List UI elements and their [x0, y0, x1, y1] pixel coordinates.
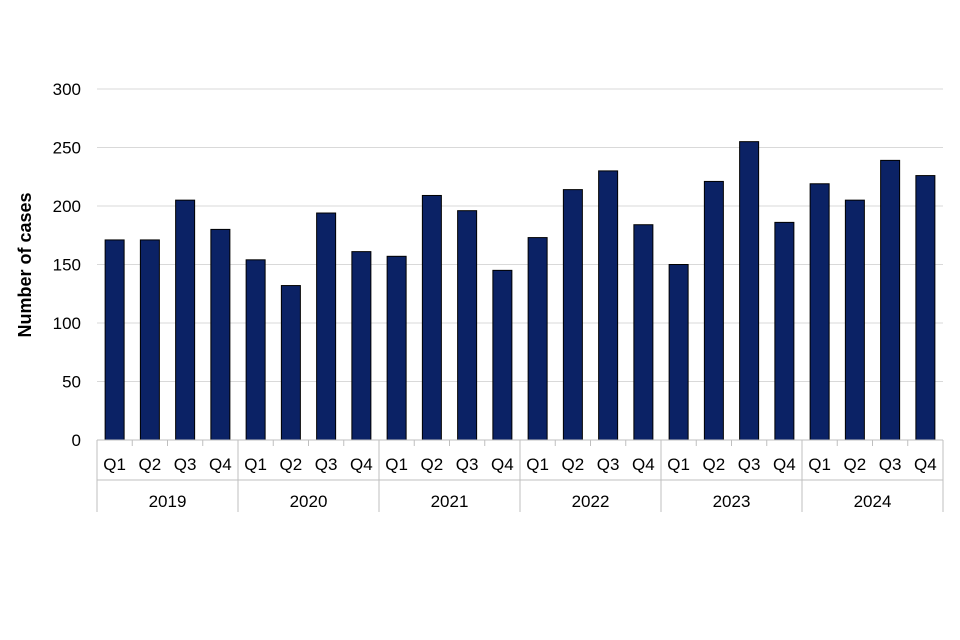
bar-2022-Q2	[562, 189, 583, 441]
axes	[96, 439, 944, 512]
bar-2022-Q3	[598, 170, 619, 441]
bar-2020-Q1	[245, 259, 266, 441]
bar-2020-Q4	[351, 251, 372, 441]
x-tick-label-quarter: Q3	[456, 455, 479, 474]
x-tick-label-quarter: Q1	[385, 455, 408, 474]
x-tick-label-quarter: Q3	[174, 455, 197, 474]
bars	[104, 141, 936, 441]
x-tick-label-quarter: Q1	[808, 455, 831, 474]
bar-2023-Q4	[774, 221, 795, 441]
x-tick-label-quarter: Q3	[738, 455, 761, 474]
x-tick-label-year: 2022	[572, 492, 610, 511]
x-category-labels: Q1 Q2 Q3 Q4 Q1 Q2 Q3 Q4 Q1 Q2 Q3 Q4 Q1 Q2 Q3 Q4 Q1 Q2 Q3 Q4…	[103, 455, 936, 511]
bar-2024-Q1	[809, 183, 830, 441]
bar-2023-Q2	[703, 180, 724, 441]
y-tick-label: 250	[53, 139, 81, 158]
y-tick-label: 0	[72, 431, 81, 450]
x-tick-label-quarter: Q4	[350, 455, 373, 474]
x-tick-label-quarter: Q4	[209, 455, 232, 474]
y-tick-label: 100	[53, 314, 81, 333]
bar-2023-Q3	[739, 141, 760, 441]
x-tick-label-quarter: Q1	[244, 455, 267, 474]
x-tick-label-quarter: Q2	[703, 455, 726, 474]
x-tick-label-year: 2020	[290, 492, 328, 511]
y-tick-label: 300	[53, 80, 81, 99]
bar-2024-Q4	[915, 175, 936, 441]
x-tick-label-quarter: Q1	[667, 455, 690, 474]
bar-2019-Q4	[210, 228, 231, 441]
bar-2021-Q1	[386, 255, 407, 441]
x-tick-label-quarter: Q1	[103, 455, 126, 474]
y-axis-title: Number of cases	[15, 192, 35, 337]
bar-2019-Q2	[139, 239, 160, 441]
y-tick-label: 150	[53, 256, 81, 275]
y-tick-labels: 0 50 100 150 200 250 300	[53, 80, 81, 450]
bar-2022-Q4	[633, 224, 654, 441]
x-tick-label-quarter: Q4	[914, 455, 937, 474]
x-tick-label-quarter: Q3	[315, 455, 338, 474]
bar-2022-Q1	[527, 237, 548, 441]
bar-2024-Q3	[880, 159, 901, 441]
x-tick-label-quarter: Q2	[139, 455, 162, 474]
x-tick-label-year: 2019	[149, 492, 187, 511]
bar-2020-Q2	[280, 285, 301, 441]
x-tick-label-quarter: Q4	[491, 455, 514, 474]
y-tick-label: 50	[62, 373, 81, 392]
x-tick-label-quarter: Q2	[562, 455, 585, 474]
x-tick-label-quarter: Q4	[632, 455, 655, 474]
x-tick-label-quarter: Q2	[421, 455, 444, 474]
x-tick-label-quarter: Q2	[844, 455, 867, 474]
x-tick-label-year: 2021	[431, 492, 469, 511]
bar-2019-Q1	[104, 239, 125, 441]
bar-2019-Q3	[175, 199, 196, 441]
bar-2021-Q4	[492, 269, 513, 441]
x-tick-label-quarter: Q4	[773, 455, 796, 474]
x-tick-label-quarter: Q2	[280, 455, 303, 474]
y-tick-label: 200	[53, 197, 81, 216]
x-tick-label-year: 2024	[854, 492, 892, 511]
bar-2024-Q2	[844, 199, 865, 441]
x-tick-label-year: 2023	[713, 492, 751, 511]
bar-2021-Q3	[457, 210, 478, 441]
x-tick-label-quarter: Q1	[526, 455, 549, 474]
bar-2021-Q2	[421, 194, 442, 441]
x-tick-label-quarter: Q3	[597, 455, 620, 474]
bar-2023-Q1	[668, 264, 689, 441]
x-tick-label-quarter: Q3	[879, 455, 902, 474]
gridlines	[97, 88, 943, 382]
bar-2020-Q3	[316, 212, 337, 441]
